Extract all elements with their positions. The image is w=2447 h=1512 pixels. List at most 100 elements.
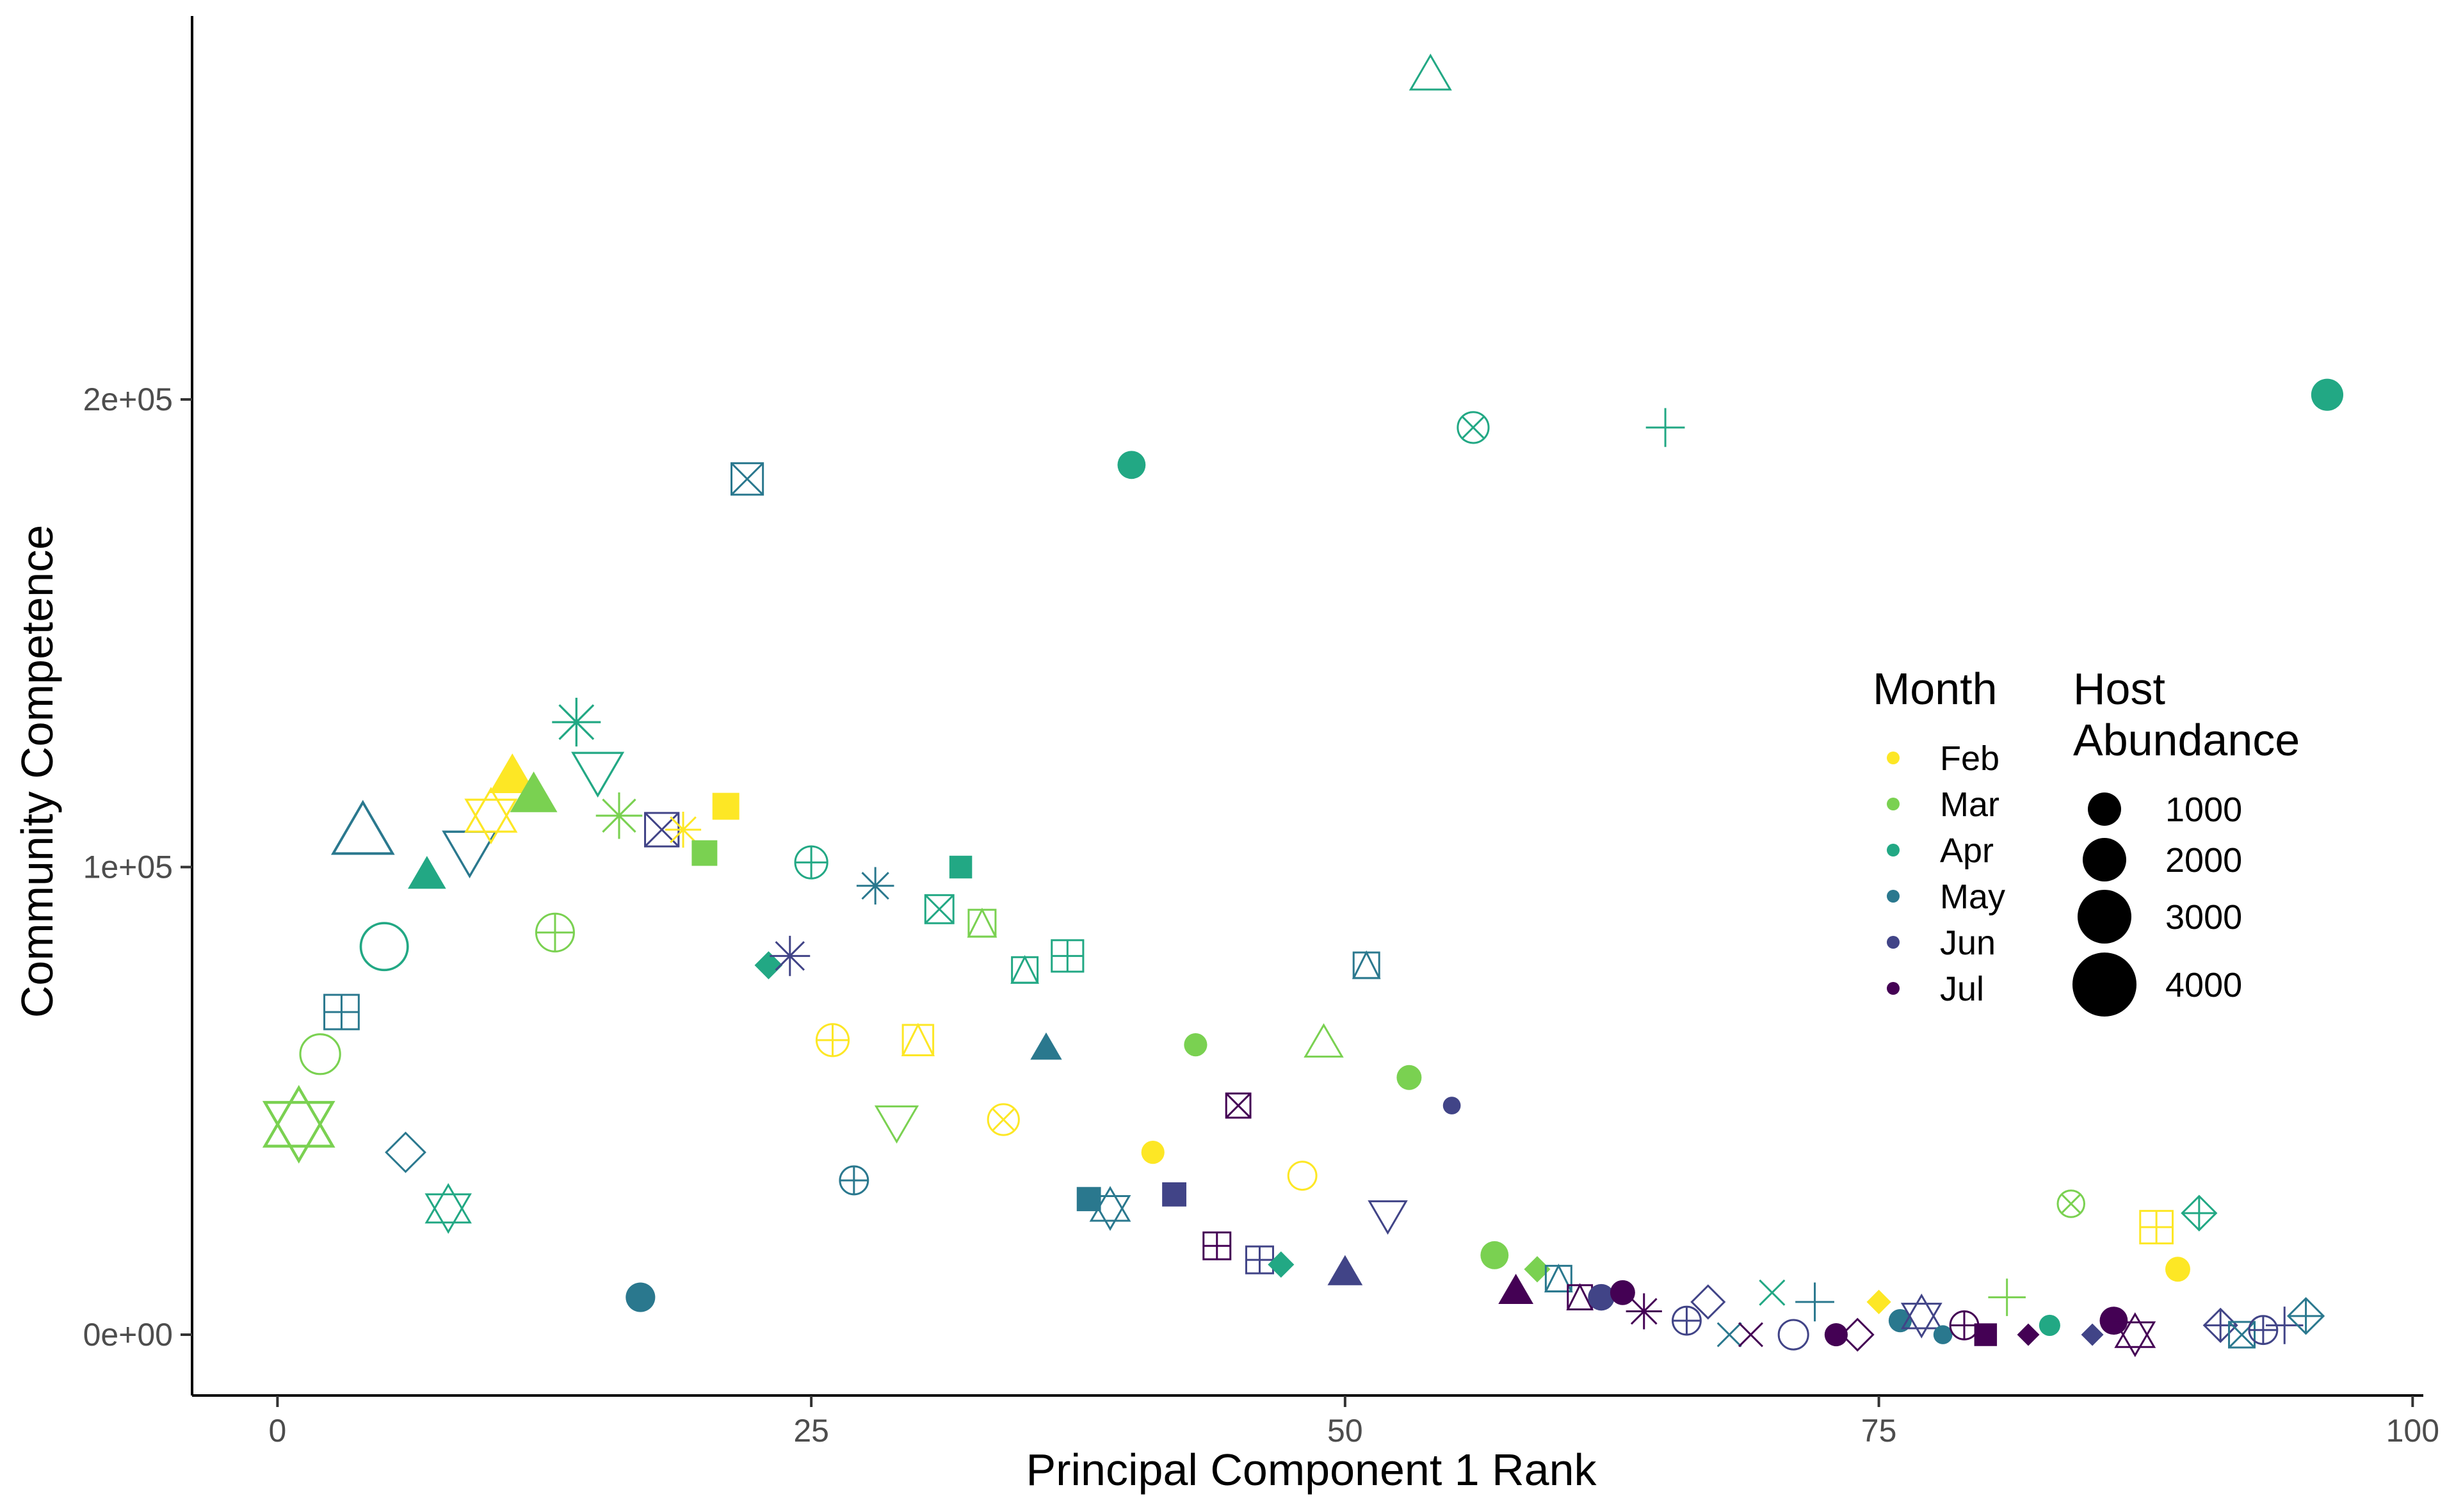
data-point	[1498, 1273, 1534, 1304]
data-point	[1184, 1033, 1207, 1057]
y-tick-label: 2e+05	[83, 382, 173, 417]
data-point	[1690, 1284, 1726, 1320]
legend-sizes: 1000 2000 3000 4000	[2072, 791, 2242, 1017]
legend-size-label: 1000	[2165, 791, 2242, 829]
data-point	[510, 771, 558, 812]
data-point	[1866, 1289, 1891, 1314]
legend-size-label: 2000	[2165, 841, 2242, 880]
legend-month-label: Jul	[1940, 970, 1984, 1008]
legend-month-label: Jun	[1940, 924, 1996, 962]
data-point	[2181, 1194, 2218, 1232]
data-point	[1610, 1280, 1635, 1305]
data-point	[691, 840, 718, 866]
data-point	[1672, 1305, 1702, 1336]
data-point	[1202, 1231, 1232, 1260]
points-layer	[262, 53, 2344, 1358]
data-point	[712, 792, 739, 820]
data-point	[1268, 1251, 1295, 1278]
data-point	[359, 922, 409, 972]
legend-month-swatch	[1887, 844, 1900, 857]
data-point	[1368, 1200, 1408, 1235]
data-point	[626, 1282, 656, 1312]
data-point	[2099, 1307, 2128, 1335]
legend-size-swatch	[2088, 792, 2121, 826]
data-point	[924, 894, 955, 924]
legend-month-label: Mar	[1940, 785, 1999, 824]
data-point	[2311, 378, 2344, 411]
legend-size-title-line2: Abundance	[2073, 715, 2300, 765]
x-tick-label: 50	[1327, 1413, 1363, 1449]
data-point	[856, 867, 894, 905]
data-point	[1442, 1097, 1461, 1114]
data-point	[731, 462, 764, 496]
data-point	[1888, 1309, 1912, 1333]
legend-size-swatch	[2072, 953, 2136, 1017]
data-point	[323, 993, 360, 1031]
data-point	[552, 698, 601, 747]
data-point	[1716, 1322, 1742, 1347]
data-point	[595, 792, 643, 839]
legend-months: Feb Mar Apr May Jun Jul	[1887, 739, 2005, 1008]
data-point	[1117, 451, 1146, 479]
x-axis-title: Principal Component 1 Rank	[1026, 1445, 1597, 1495]
data-point	[1457, 411, 1490, 444]
data-point	[1840, 1317, 1875, 1352]
data-point	[1225, 1092, 1252, 1119]
y-tick-label: 1e+05	[83, 849, 173, 885]
legend-month-label: Feb	[1940, 739, 1999, 778]
data-point	[1795, 1282, 1834, 1322]
legend-month-swatch	[1887, 936, 1900, 949]
data-point	[424, 1183, 472, 1234]
data-point	[665, 811, 702, 848]
x-ticks: 0 25 50 75 100	[268, 1395, 2439, 1449]
data-point	[770, 935, 811, 976]
data-point	[839, 1165, 869, 1196]
data-point	[949, 855, 973, 879]
y-axis-title: Community Competence	[12, 525, 62, 1018]
data-point	[489, 753, 536, 793]
data-point	[2248, 1315, 2279, 1346]
data-point	[2165, 1257, 2190, 1282]
data-point	[571, 752, 625, 798]
data-point	[2081, 1323, 2104, 1346]
legend-month-swatch	[1887, 798, 1900, 810]
data-point	[2114, 1312, 2156, 1358]
data-point	[1824, 1323, 1848, 1347]
legend-month-swatch	[1887, 752, 1900, 764]
legend-month-swatch	[1887, 982, 1900, 995]
data-point	[815, 1023, 850, 1058]
data-point	[1759, 1279, 1786, 1306]
data-point	[1988, 1278, 2026, 1316]
data-point	[408, 856, 446, 889]
y-ticks: 0e+00 1e+05 2e+05	[83, 382, 192, 1353]
data-point	[299, 1033, 341, 1075]
data-point	[2056, 1189, 2085, 1218]
data-point	[1141, 1141, 1165, 1164]
data-point	[1900, 1293, 1942, 1339]
data-point	[1352, 950, 1381, 979]
data-point	[1089, 1186, 1131, 1231]
data-point	[1933, 1325, 1953, 1344]
data-point	[2139, 1210, 2174, 1244]
data-point	[987, 1103, 1020, 1136]
y-tick-label: 0e+00	[83, 1317, 173, 1353]
data-point	[1030, 1032, 1062, 1060]
x-tick-label: 100	[2386, 1413, 2439, 1449]
data-point	[1524, 1256, 1551, 1283]
data-point	[1588, 1283, 1615, 1311]
data-point	[1396, 1065, 1422, 1090]
data-point	[901, 1022, 935, 1057]
x-tick-label: 25	[793, 1413, 829, 1449]
legend-size-title-line1: Host	[2073, 664, 2165, 714]
legend-size-label: 3000	[2165, 898, 2242, 937]
data-point	[794, 845, 828, 880]
data-point	[1974, 1323, 1998, 1346]
legend-size-swatch	[2083, 838, 2126, 881]
data-point	[967, 907, 997, 938]
x-tick-label: 75	[1861, 1413, 1897, 1449]
legend-size-swatch	[2078, 890, 2131, 944]
data-point	[262, 1084, 335, 1164]
data-point	[1544, 1264, 1573, 1292]
